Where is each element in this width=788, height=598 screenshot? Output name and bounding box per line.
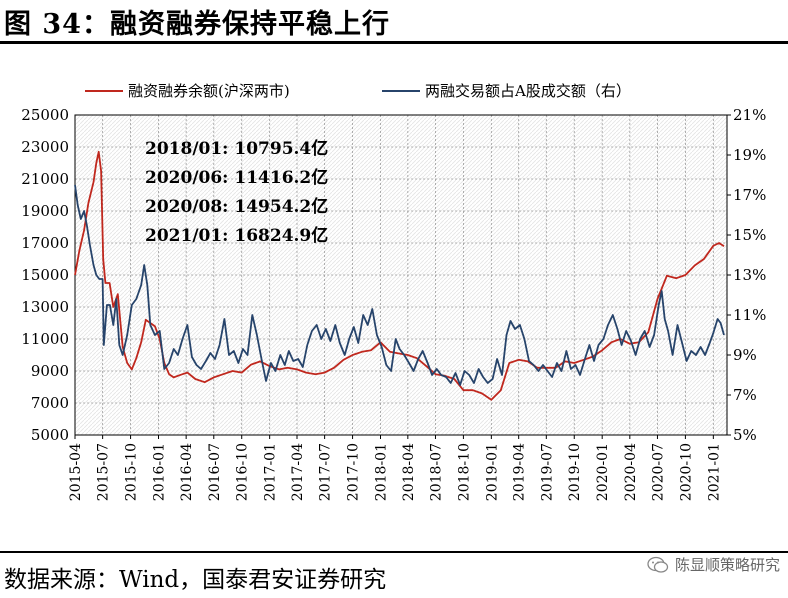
annotation-2020-06: 2020/06: 11416.2亿 — [145, 167, 328, 188]
left-tick-label: 7000 — [31, 394, 69, 412]
x-tick-label: 2016-01 — [152, 443, 168, 501]
x-tick-label: 2020-07 — [650, 443, 666, 501]
left-tick-label: 17000 — [21, 234, 69, 252]
right-tick-label: 5% — [733, 426, 757, 444]
right-tick-label: 9% — [733, 346, 757, 364]
series-line-margin-turnover-share — [74, 184, 725, 386]
x-tick-label: 2019-01 — [484, 443, 500, 501]
annotation-2020-08: 2020/08: 14954.2亿 — [145, 196, 328, 217]
right-tick-label: 11% — [733, 306, 766, 324]
left-tick-label: 21000 — [21, 170, 69, 188]
source-note: 数据来源：Wind，国泰君安证券研究 — [4, 567, 387, 593]
series-line-margin-balance — [74, 150, 725, 401]
x-tick-label: 2020-10 — [678, 443, 694, 501]
x-tick-label: 2020-01 — [595, 443, 611, 501]
right-tick-label: 13% — [733, 266, 766, 284]
annotation-block: 2018/01: 10795.4亿 2020/06: 11416.2亿 2020… — [145, 138, 328, 246]
left-tick-label: 25000 — [21, 106, 69, 124]
x-tick-label: 2021-01 — [706, 443, 722, 501]
x-tick-label: 2015-07 — [96, 443, 112, 501]
figure-title: 图 34：融资融券保持平稳上行 — [4, 9, 390, 40]
x-tick-label: 2019-07 — [539, 443, 555, 501]
x-tick-label: 2018-04 — [401, 443, 417, 501]
x-tick-label: 2019-04 — [512, 443, 528, 501]
x-tick-label: 2019-10 — [567, 443, 583, 501]
right-axis-ticks: 21% 19% 17% 15% 13% 11% 9% 7% 5% — [727, 106, 766, 444]
right-tick-label: 15% — [733, 226, 766, 244]
x-tick-label: 2017-07 — [318, 443, 334, 501]
x-tick-label: 2017-04 — [290, 443, 306, 501]
watermark: 陈显顺策略研究 — [647, 554, 780, 575]
x-tick-label: 2020-04 — [623, 443, 639, 501]
left-tick-label: 11000 — [21, 330, 69, 348]
left-tick-label: 19000 — [21, 202, 69, 220]
watermark-text: 陈显顺策略研究 — [674, 556, 780, 574]
right-tick-label: 7% — [733, 386, 757, 404]
x-tick-label: 2018-07 — [428, 443, 444, 501]
x-axis-ticks: 2015-04 2015-07 2015-10 2016-01 2016-04 2016-… — [68, 435, 722, 501]
annotation-2018-01: 2018/01: 10795.4亿 — [145, 138, 328, 159]
x-tick-label: 2016-10 — [235, 443, 251, 501]
wechat-icon — [647, 556, 669, 573]
annotation-2021-01: 2021/01: 16824.9亿 — [145, 225, 328, 246]
x-tick-label: 2017-01 — [263, 443, 279, 501]
x-tick-label: 2016-04 — [179, 443, 195, 501]
x-tick-label: 2017-10 — [346, 443, 362, 501]
left-tick-label: 5000 — [31, 426, 69, 444]
x-tick-label: 2015-10 — [124, 443, 140, 501]
legend: 融资融券余额(沪深两市) 两融交易额占A股成交额（右） — [85, 82, 631, 100]
x-tick-label: 2016-07 — [207, 443, 223, 501]
right-tick-label: 19% — [733, 146, 766, 164]
left-tick-label: 23000 — [21, 138, 69, 156]
legend-label-margin-turnover-share: 两融交易额占A股成交额（右） — [425, 82, 631, 100]
left-axis-ticks: 25000 23000 21000 19000 17000 15000 13000 11000… — [21, 106, 69, 444]
right-tick-label: 17% — [733, 186, 766, 204]
left-tick-label: 15000 — [21, 266, 69, 284]
legend-label-margin-balance: 融资融券余额(沪深两市) — [128, 82, 290, 100]
left-tick-label: 9000 — [31, 362, 69, 380]
x-tick-label: 2015-04 — [68, 443, 84, 501]
left-tick-label: 13000 — [21, 298, 69, 316]
x-tick-label: 2018-01 — [374, 443, 390, 501]
x-tick-label: 2018-10 — [456, 443, 472, 501]
right-tick-label: 21% — [733, 106, 766, 124]
gridlines — [75, 115, 727, 435]
footer-divider — [0, 551, 788, 553]
series-layer — [74, 150, 725, 401]
title-divider — [0, 41, 788, 44]
